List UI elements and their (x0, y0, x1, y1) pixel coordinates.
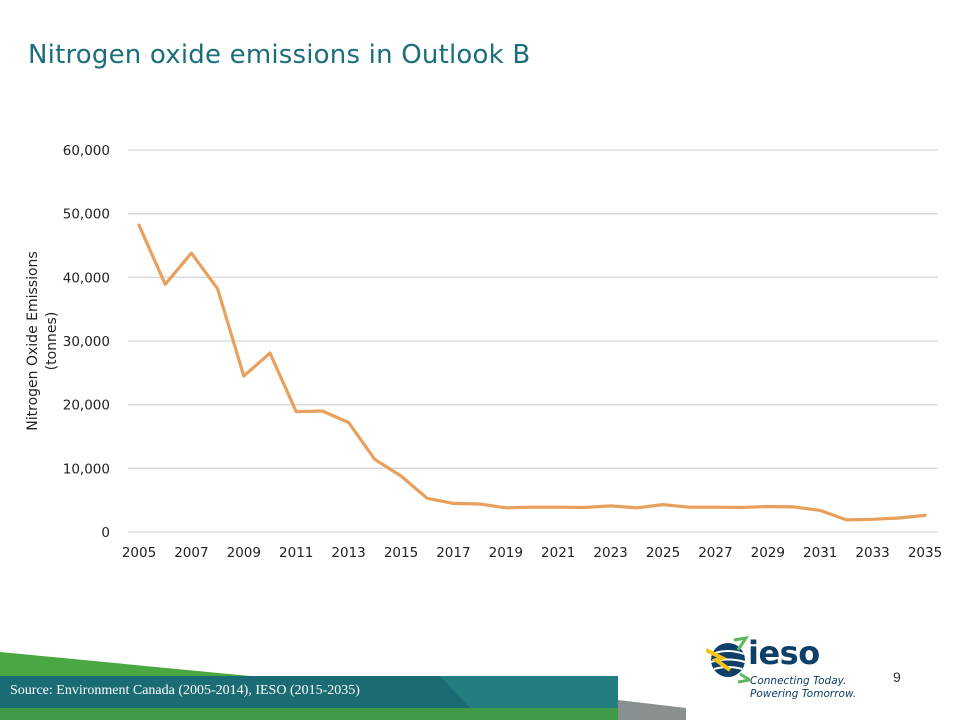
y-tick-label: 50,000 (63, 207, 110, 223)
chart-series (137, 223, 927, 522)
y-tick-label: 20,000 (63, 398, 110, 414)
x-tick-label: 2005 (122, 545, 156, 561)
x-tick-label: 2019 (489, 545, 523, 561)
logo-word: ieso (748, 634, 820, 672)
y-tick-label: 30,000 (63, 334, 110, 350)
x-axis-ticks: 2005 2007 2009 2011 2013 2015 2017 2019 2021 2023… (122, 545, 942, 561)
logo-tagline-1: Connecting Today. (750, 675, 847, 687)
y-axis-ticks: 0 10,000 20,000 30,000 40,000 50,000 60,000 (63, 143, 110, 541)
slide-title: Nitrogen oxide emissions in Outlook B (28, 40, 531, 70)
y-tick-label: 10,000 (63, 461, 110, 477)
source-note: Source: Environment Canada (2005-2014), … (10, 683, 360, 698)
globe-icon (706, 636, 750, 684)
ieso-logo: ieso Connecting Today. Powering Tomorrow… (706, 634, 866, 700)
x-tick-label: 2023 (593, 545, 627, 561)
series-line (137, 223, 927, 522)
x-tick-label: 2035 (908, 545, 942, 561)
y-tick-label: 0 (101, 525, 110, 541)
x-tick-label: 2013 (331, 545, 365, 561)
logo-tagline-2: Powering Tomorrow. (750, 688, 857, 700)
y-tick-label: 40,000 (63, 270, 110, 286)
y-axis-label-line: (tonnes) (44, 312, 60, 371)
y-axis-label-line: Nitrogen Oxide Emissions (25, 251, 41, 430)
x-tick-label: 2015 (384, 545, 418, 561)
chart-gridlines (128, 149, 938, 533)
x-tick-label: 2007 (174, 545, 208, 561)
x-tick-label: 2009 (227, 545, 261, 561)
x-tick-label: 2011 (279, 545, 313, 561)
nox-line-chart: 0 10,000 20,000 30,000 40,000 50,000 60,000 20… (25, 143, 942, 561)
x-tick-label: 2031 (803, 545, 837, 561)
x-tick-label: 2027 (698, 545, 732, 561)
x-tick-label: 2025 (646, 545, 680, 561)
x-tick-label: 2033 (855, 545, 889, 561)
x-tick-label: 2029 (751, 545, 785, 561)
y-axis-label: Nitrogen Oxide Emissions (tonnes) (25, 251, 60, 430)
y-tick-label: 60,000 (63, 143, 110, 159)
x-tick-label: 2017 (436, 545, 470, 561)
page-number: 9 (893, 669, 901, 685)
x-tick-label: 2021 (541, 545, 575, 561)
